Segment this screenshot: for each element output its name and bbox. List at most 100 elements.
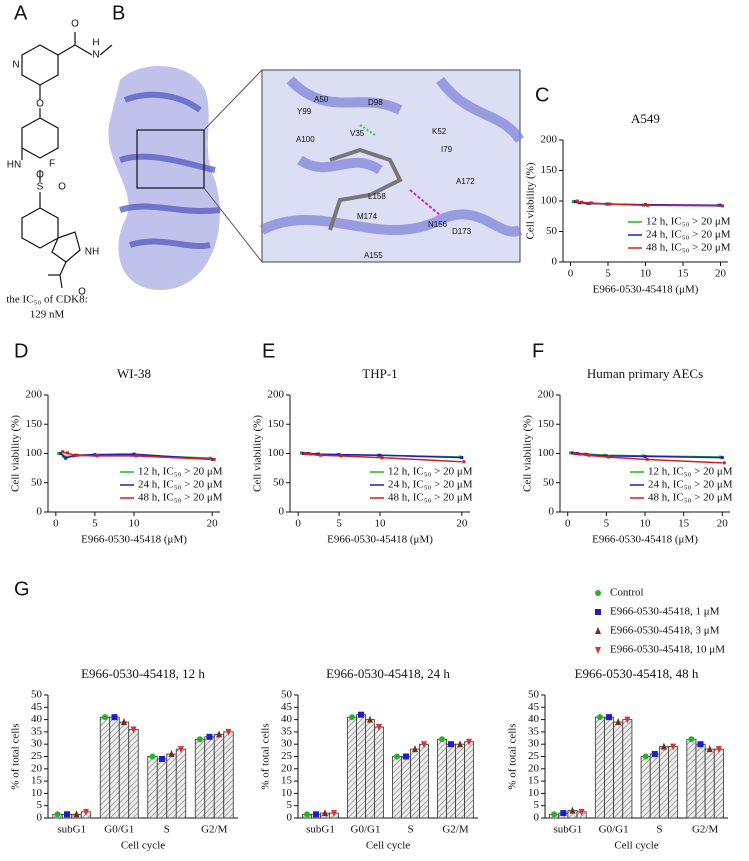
marker	[349, 714, 355, 721]
chart-title: Human primary AECs	[587, 366, 703, 381]
marker	[121, 718, 127, 726]
data-point	[646, 203, 649, 207]
x-tick-label: 20	[715, 268, 727, 280]
x-tick-label: 10	[640, 518, 652, 530]
y-tick-label: 50	[273, 476, 285, 488]
y-tick-label: 0	[287, 812, 293, 824]
x-tick-label: 0	[295, 518, 301, 530]
x-tick-label: 5	[336, 518, 342, 530]
residue-label: A172	[456, 177, 475, 186]
x-tick-label: subG1	[57, 824, 86, 836]
bar	[392, 756, 402, 819]
data-point	[64, 456, 68, 460]
x-tick-label: subG1	[306, 824, 335, 836]
data-point	[57, 452, 61, 455]
data-point	[608, 202, 612, 206]
marker	[358, 711, 364, 718]
y-tick-label: 30	[281, 738, 293, 750]
bar	[604, 716, 615, 819]
molecule	[21, 32, 113, 289]
data-point	[722, 461, 726, 465]
x-tick-label: 0	[565, 518, 571, 530]
data-point	[380, 456, 384, 460]
x-tick-label: 15	[678, 268, 690, 280]
data-point	[571, 451, 575, 455]
atom-label: NH	[85, 247, 99, 258]
y-tick-label: 100	[26, 447, 43, 459]
data-point	[61, 450, 65, 454]
atom-label: N	[92, 50, 99, 61]
x-tick-label: G2/M	[201, 824, 228, 836]
bar	[166, 753, 177, 819]
atom-label: O	[78, 287, 86, 298]
data-point	[339, 454, 343, 458]
data-point	[580, 200, 584, 204]
y-tick-label: 50	[528, 689, 540, 701]
x-axis-label: E966-0530-45418 (μM)	[327, 534, 433, 546]
legend-label: Control	[610, 587, 644, 599]
data-point	[208, 456, 212, 460]
marker	[624, 716, 631, 724]
bar	[356, 714, 366, 819]
atom-label: O	[58, 182, 66, 193]
data-point	[59, 452, 63, 455]
marker	[54, 811, 61, 818]
y-tick-label: 25	[281, 750, 293, 762]
atom-label: N	[12, 60, 19, 71]
y-tick-label: 35	[31, 725, 43, 737]
data-point	[95, 454, 99, 458]
data-point	[569, 451, 573, 455]
data-point	[643, 454, 647, 458]
x-tick-label: G2/M	[692, 824, 719, 836]
x-tick-label: G0/G1	[351, 824, 381, 836]
marker	[560, 810, 567, 817]
marker	[376, 723, 382, 731]
atom-label: O	[36, 170, 44, 181]
x-tick-label: S	[164, 824, 170, 836]
y-tick-label: 35	[281, 725, 293, 737]
y-tick-label: 10	[281, 787, 293, 799]
marker	[660, 742, 667, 750]
data-point	[604, 454, 608, 458]
x-tick-label: 0	[568, 268, 574, 280]
bar	[640, 756, 651, 819]
protein-structure: A50 D98 Y99 V35 A100 K52 I79 A172 L158 M…	[108, 66, 525, 290]
y-tick-label: 50	[31, 476, 43, 488]
y-tick-label: 25	[528, 750, 540, 762]
legend-label: 24 h, IC₅₀ > 20 μM	[138, 479, 223, 491]
y-tick-label: 30	[528, 738, 540, 750]
x-axis-label: Cell cycle	[366, 840, 410, 852]
legend-label: 48 h, IC₅₀ > 20 μM	[388, 492, 473, 504]
panel-label: D	[14, 340, 28, 362]
legend-label: 12 h, IC₅₀ > 20 μM	[138, 466, 223, 478]
marker	[64, 811, 70, 818]
y-axis-label: % of total cells	[260, 723, 272, 789]
data-point	[337, 453, 341, 457]
y-tick-label: 0	[534, 812, 540, 824]
marker	[688, 736, 695, 743]
bar	[695, 743, 706, 819]
data-point	[75, 453, 79, 457]
data-point	[299, 451, 303, 455]
chart-title: WI-38	[117, 366, 151, 381]
data-point	[317, 452, 321, 456]
marker	[102, 714, 108, 721]
y-tick-label: 100	[541, 195, 558, 207]
y-axis-label: Cell viability (%)	[522, 415, 534, 492]
x-tick-label: S	[656, 824, 662, 836]
compound-note: 129 nM	[30, 309, 65, 321]
series-line	[574, 200, 721, 207]
marker	[159, 755, 165, 762]
y-axis-label: Cell viability (%)	[525, 162, 537, 239]
chart-title: THP-1	[362, 366, 397, 381]
y-tick-label: 20	[528, 762, 540, 774]
bar	[410, 748, 420, 819]
marker	[322, 809, 328, 817]
x-tick-label: S	[407, 824, 413, 836]
x-tick-label: 0	[53, 518, 59, 530]
bar	[455, 743, 465, 819]
marker	[149, 753, 156, 760]
bar	[401, 756, 411, 819]
y-tick-label: 20	[31, 762, 43, 774]
marker	[197, 736, 203, 743]
